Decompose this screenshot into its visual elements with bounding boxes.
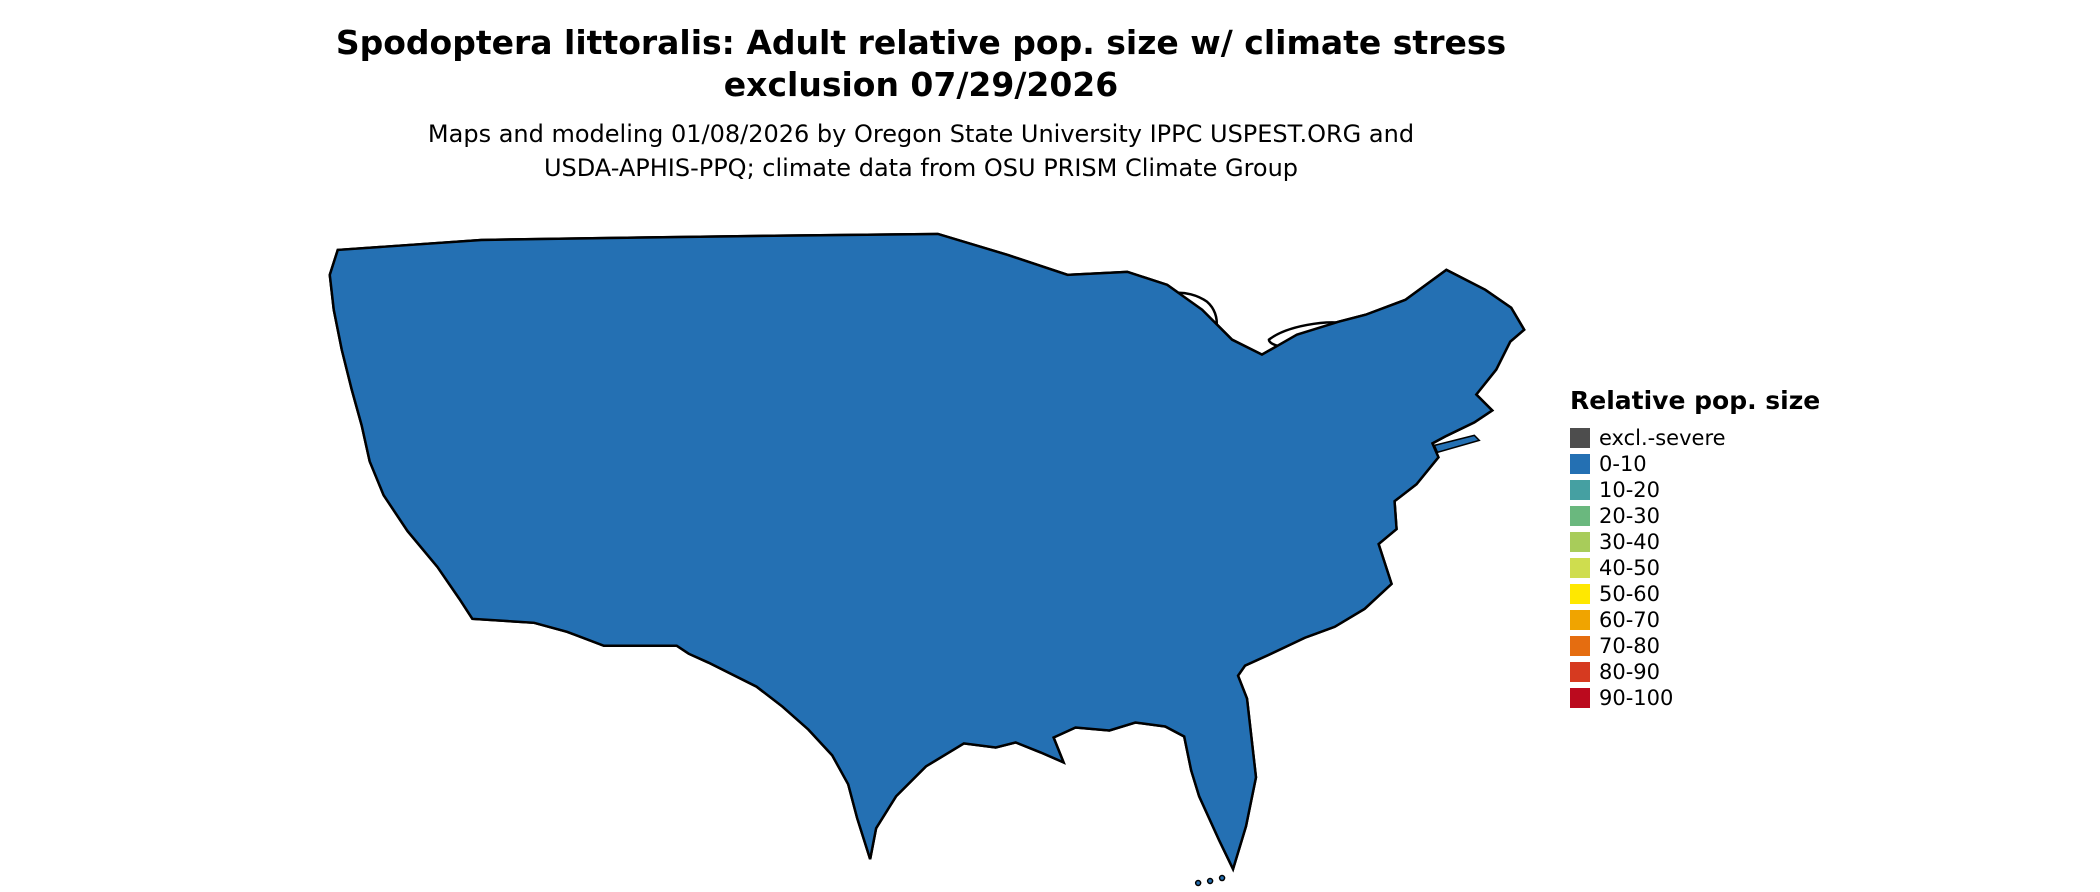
legend-item-label: 90-100 <box>1599 686 1674 710</box>
legend-swatch <box>1570 428 1590 448</box>
legend-swatch <box>1570 480 1590 500</box>
legend-item: 50-60 <box>1570 581 1820 607</box>
legend-item-label: 0-10 <box>1599 452 1647 476</box>
legend-item-label: 50-60 <box>1599 582 1661 606</box>
legend: Relative pop. size excl.-severe 0-10 10-20… <box>1570 386 1820 711</box>
legend-item-label: 10-20 <box>1599 478 1661 502</box>
legend-item: 0-10 <box>1570 451 1820 477</box>
page-title: Spodoptera littoralis: Adult relative po… <box>0 22 1842 106</box>
long-island <box>1433 434 1481 454</box>
legend-swatch <box>1570 454 1590 474</box>
coastline-outline <box>328 232 1526 871</box>
title-line-1: Spodoptera littoralis: Adult relative po… <box>335 23 1507 62</box>
legend-item: 70-80 <box>1570 633 1820 659</box>
florida-keys <box>1194 879 1202 887</box>
legend-item: 60-70 <box>1570 607 1820 633</box>
legend-item: 40-50 <box>1570 555 1820 581</box>
legend-item: 90-100 <box>1570 685 1820 711</box>
florida-keys <box>1218 874 1226 882</box>
legend-swatch <box>1570 636 1590 656</box>
title-line-2: exclusion 07/29/2026 <box>723 65 1119 105</box>
legend-title: Relative pop. size <box>1570 386 1821 415</box>
legend-item-label: 60-70 <box>1599 608 1661 632</box>
page-subtitle: Maps and modeling 01/08/2026 by Oregon S… <box>0 118 1842 185</box>
legend-item-label: 30-40 <box>1599 530 1661 554</box>
us-choropleth-map <box>308 230 1528 888</box>
legend-items: excl.-severe 0-10 10-20 20-30 30-40 40-50 50-6… <box>1570 425 1820 711</box>
legend-item-label: excl.-severe <box>1599 426 1726 450</box>
legend-item-label: 80-90 <box>1599 660 1661 684</box>
legend-swatch <box>1570 662 1590 682</box>
legend-item: 30-40 <box>1570 529 1820 555</box>
subtitle-line-2: USDA-APHIS-PPQ; climate data from OSU PR… <box>543 153 1299 182</box>
legend-swatch <box>1570 506 1590 526</box>
legend-item-label: 70-80 <box>1599 634 1661 658</box>
florida-keys <box>1206 877 1214 885</box>
legend-item: excl.-severe <box>1570 425 1820 451</box>
legend-swatch <box>1570 532 1590 552</box>
legend-swatch <box>1570 558 1590 578</box>
legend-item: 80-90 <box>1570 659 1820 685</box>
legend-swatch <box>1570 584 1590 604</box>
legend-item: 20-30 <box>1570 503 1820 529</box>
legend-item: 10-20 <box>1570 477 1820 503</box>
legend-item-label: 20-30 <box>1599 504 1661 528</box>
legend-item-label: 40-50 <box>1599 556 1661 580</box>
coastal-islands <box>1194 434 1481 887</box>
subtitle-line-1: Maps and modeling 01/08/2026 by Oregon S… <box>427 120 1415 148</box>
us-map-svg <box>328 232 1526 887</box>
legend-swatch <box>1570 610 1590 630</box>
legend-swatch <box>1570 688 1590 708</box>
